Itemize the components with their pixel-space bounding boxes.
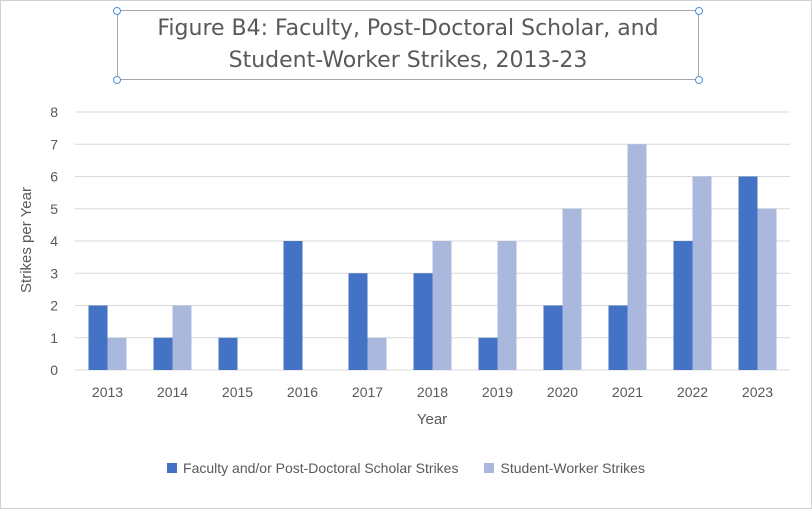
x-tick-label: 2013 bbox=[92, 384, 123, 400]
bar-faculty-2018[interactable] bbox=[413, 273, 433, 370]
chart-legend: Faculty and/or Post-Doctoral Scholar Str… bbox=[0, 458, 812, 478]
bars bbox=[88, 144, 777, 371]
x-axis-label: Year bbox=[417, 411, 447, 428]
y-tick-label: 5 bbox=[50, 201, 58, 217]
bar-student-worker-2018[interactable] bbox=[432, 241, 452, 370]
bar-student-worker-2020[interactable] bbox=[562, 208, 582, 370]
legend-item-student-worker: Student-Worker Strikes bbox=[484, 460, 645, 476]
legend-swatch-student-worker bbox=[484, 463, 495, 473]
x-tick-label: 2019 bbox=[482, 384, 513, 400]
x-axis-ticks: 2013 2014 2015 2016 2017 2018 2019 2020 2021 2022… bbox=[92, 384, 773, 400]
bar-faculty-2021[interactable] bbox=[608, 305, 628, 371]
bar-student-worker-2021[interactable] bbox=[627, 144, 647, 370]
bar-faculty-2020[interactable] bbox=[543, 305, 563, 371]
y-tick-label: 6 bbox=[50, 169, 58, 185]
bar-faculty-2023[interactable] bbox=[738, 176, 758, 371]
resize-handle-bottom-right[interactable] bbox=[695, 76, 703, 84]
bar-faculty-2015[interactable] bbox=[218, 337, 238, 370]
x-tick-label: 2018 bbox=[417, 384, 448, 400]
bar-faculty-2019[interactable] bbox=[478, 337, 498, 370]
bar-student-worker-2014[interactable] bbox=[172, 305, 192, 371]
x-tick-label: 2014 bbox=[157, 384, 188, 400]
bar-student-worker-2019[interactable] bbox=[497, 241, 517, 370]
legend-label-student-worker: Student-Worker Strikes bbox=[500, 460, 645, 476]
y-tick-label: 3 bbox=[50, 265, 58, 281]
bar-faculty-2014[interactable] bbox=[153, 337, 173, 370]
bar-student-worker-2017[interactable] bbox=[367, 337, 387, 370]
y-tick-label: 2 bbox=[50, 298, 58, 314]
y-tick-label: 7 bbox=[50, 136, 58, 152]
resize-handle-bottom-left[interactable] bbox=[113, 76, 121, 84]
x-tick-label: 2021 bbox=[612, 384, 643, 400]
x-tick-label: 2022 bbox=[677, 384, 708, 400]
y-tick-label: 8 bbox=[50, 104, 58, 120]
x-tick-label: 2023 bbox=[742, 384, 773, 400]
chart-title-box[interactable]: Figure B4: Faculty, Post-Doctoral Schola… bbox=[117, 10, 699, 80]
legend-swatch-faculty bbox=[167, 463, 178, 473]
bar-faculty-2017[interactable] bbox=[348, 273, 368, 370]
x-tick-label: 2016 bbox=[287, 384, 318, 400]
gridlines bbox=[75, 111, 790, 371]
y-axis-ticks: 0 1 2 3 4 5 6 7 8 bbox=[50, 104, 58, 378]
bar-student-worker-2023[interactable] bbox=[757, 208, 777, 370]
y-tick-label: 4 bbox=[50, 233, 58, 249]
bar-faculty-2013[interactable] bbox=[88, 305, 108, 371]
x-tick-label: 2017 bbox=[352, 384, 383, 400]
legend-item-faculty: Faculty and/or Post-Doctoral Scholar Str… bbox=[167, 460, 458, 476]
bar-faculty-2016[interactable] bbox=[283, 241, 303, 370]
y-tick-label: 0 bbox=[50, 362, 58, 378]
x-tick-label: 2020 bbox=[547, 384, 578, 400]
y-tick-label: 1 bbox=[50, 330, 58, 346]
chart-title: Figure B4: Faculty, Post-Doctoral Schola… bbox=[157, 16, 659, 73]
resize-handle-top-right[interactable] bbox=[695, 7, 703, 15]
legend-label-faculty: Faculty and/or Post-Doctoral Scholar Str… bbox=[183, 460, 459, 476]
bar-faculty-2022[interactable] bbox=[673, 241, 693, 370]
x-tick-label: 2015 bbox=[222, 384, 253, 400]
bar-student-worker-2022[interactable] bbox=[692, 176, 712, 371]
y-axis-label: Strikes per Year bbox=[18, 187, 35, 293]
resize-handle-top-left[interactable] bbox=[113, 7, 121, 15]
bar-student-worker-2013[interactable] bbox=[107, 337, 127, 370]
